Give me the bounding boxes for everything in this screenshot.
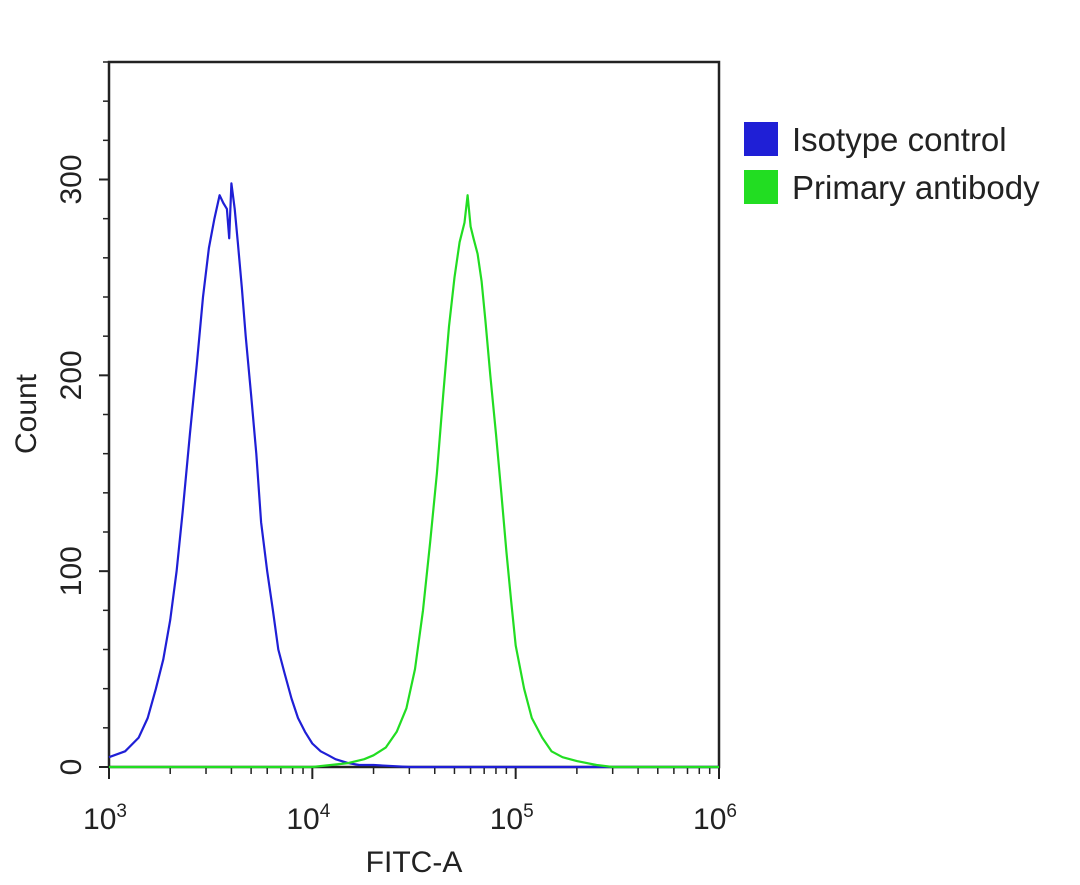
x-axis-title: FITC-A	[366, 846, 463, 879]
y-tick-label: 300	[55, 154, 88, 204]
x-tick-label: 104	[286, 801, 330, 836]
y-tick-label: 200	[55, 350, 88, 400]
x-tick-label: 103	[83, 801, 127, 836]
x-minor-ticks	[108, 767, 720, 779]
plot-frame	[107, 60, 721, 769]
legend-swatch-isotype-control	[744, 122, 778, 156]
y-tick-labels: 0 100 200 300	[55, 154, 88, 775]
legend-label-isotype-control: Isotype control	[792, 121, 1007, 158]
y-axis-title: Count	[10, 373, 43, 454]
legend-label-primary-antibody: Primary antibody	[792, 169, 1040, 206]
x-tick-label: 106	[693, 801, 737, 836]
x-tick-labels: 103 104 105 106	[83, 801, 737, 836]
series-line-isotype-control	[108, 182, 719, 769]
series-layer	[108, 182, 719, 769]
series-line-primary-antibody	[109, 194, 719, 769]
y-tick-label: 0	[55, 759, 88, 776]
x-tick-label: 105	[490, 801, 534, 836]
legend-swatch-primary-antibody	[744, 170, 778, 204]
y-tick-label: 100	[55, 546, 88, 596]
y-minor-ticks	[99, 61, 109, 768]
legend: Isotype control Primary antibody	[744, 121, 1040, 206]
